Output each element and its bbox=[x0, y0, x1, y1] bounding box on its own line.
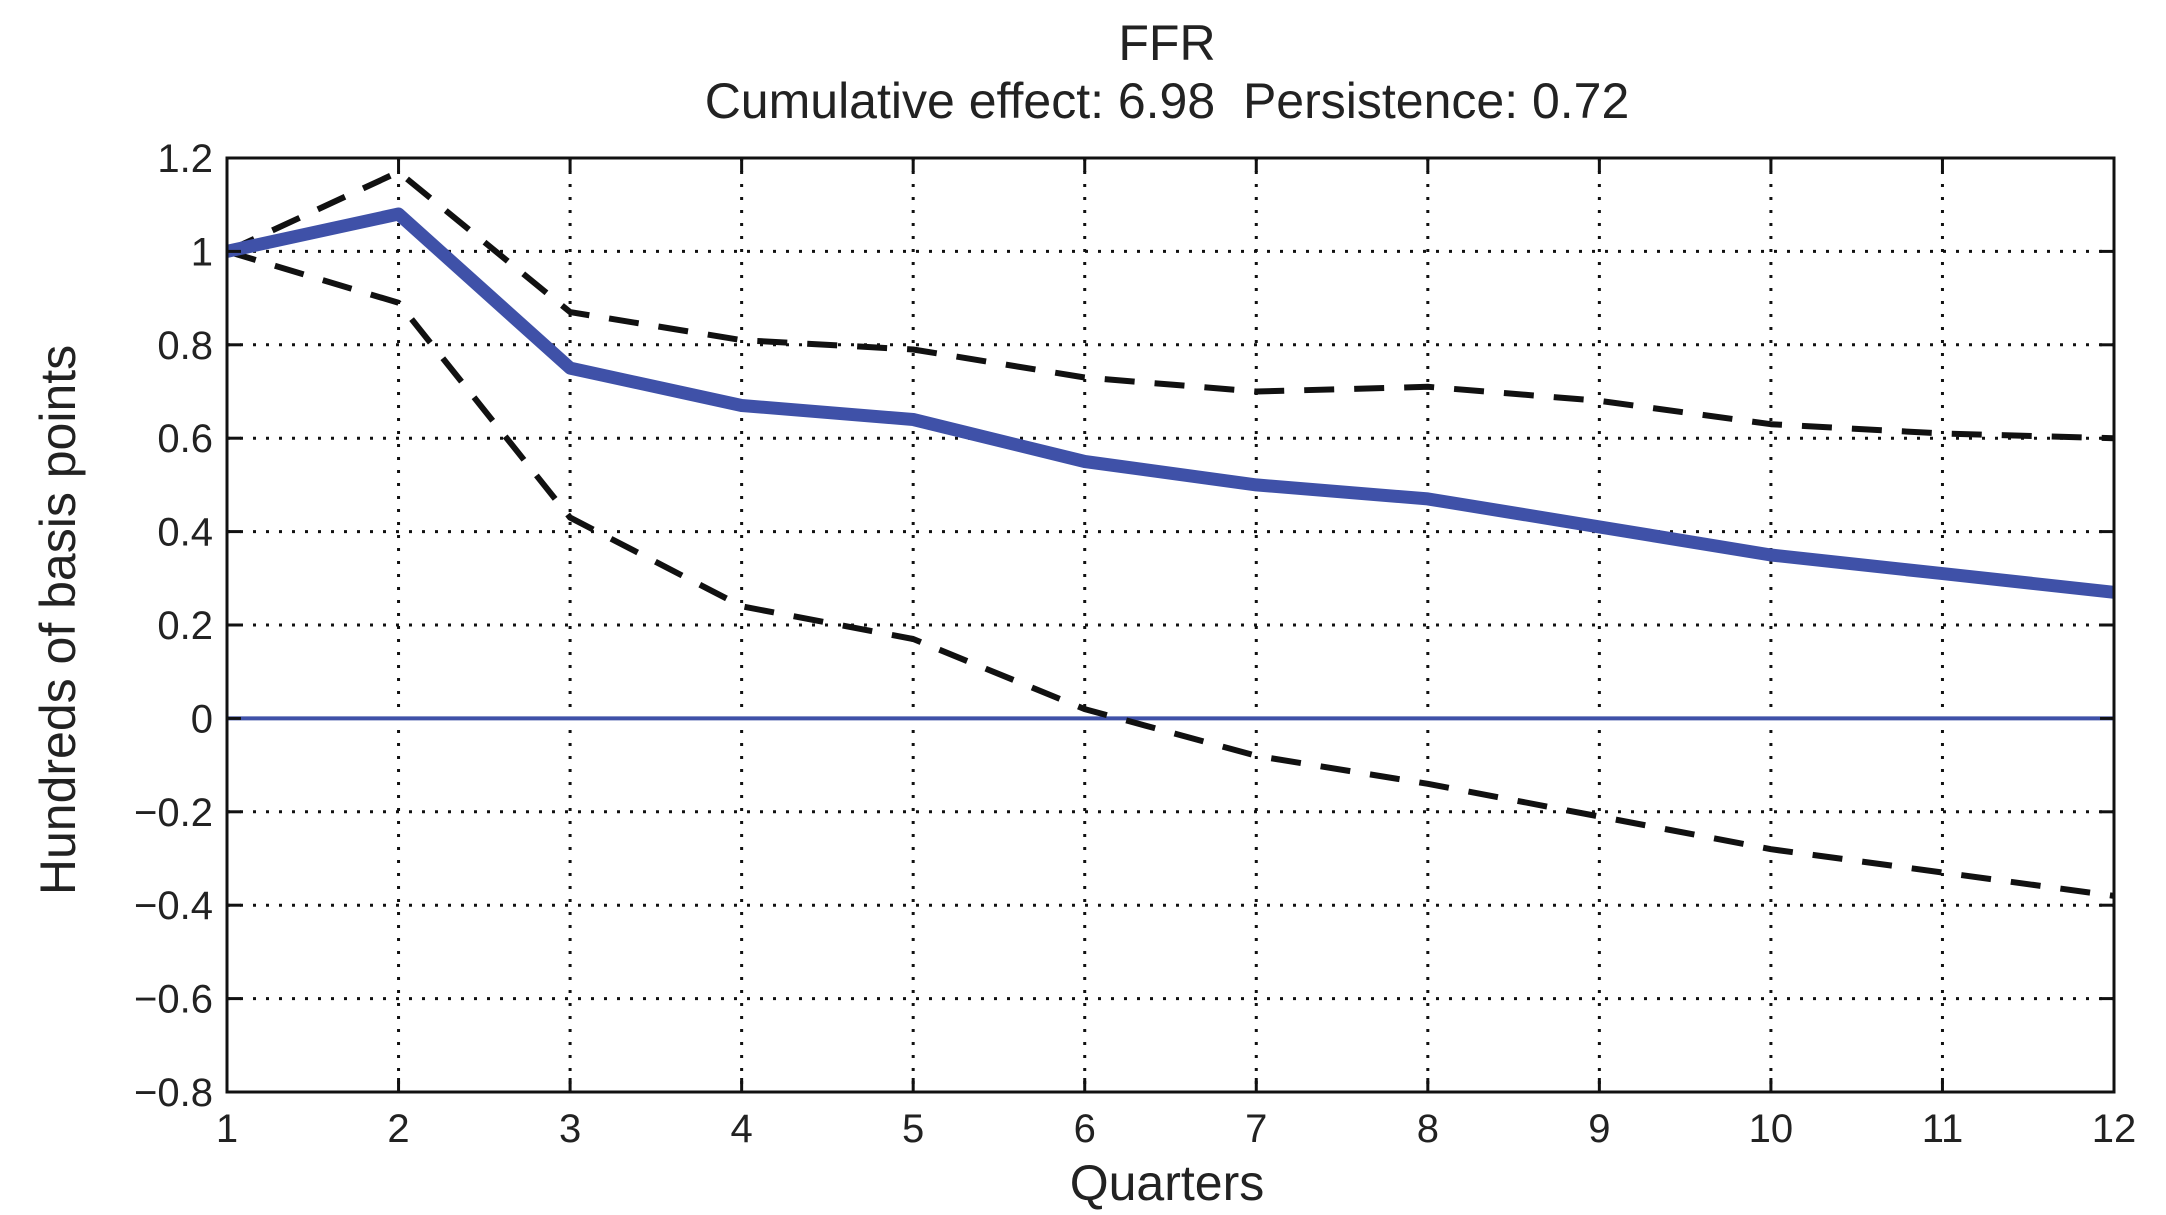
x-tick-label: 1 bbox=[216, 1107, 238, 1151]
x-tick-label: 3 bbox=[559, 1107, 581, 1151]
y-tick-label: 0.2 bbox=[157, 604, 213, 648]
grid bbox=[227, 158, 2114, 1092]
x-tick-label: 4 bbox=[731, 1107, 753, 1151]
plot-frame bbox=[225, 156, 2116, 1094]
y-tick-label: 1 bbox=[191, 230, 213, 274]
chart-subtitle: Cumulative effect: 6.98 Persistence: 0.7… bbox=[705, 73, 1630, 129]
x-tick-label: 9 bbox=[1588, 1107, 1610, 1151]
x-tick-label: 2 bbox=[387, 1107, 409, 1151]
x-tick-label: 6 bbox=[1074, 1107, 1096, 1151]
y-tick-label: 1.2 bbox=[157, 137, 213, 181]
x-tick-label: 11 bbox=[1922, 1107, 1964, 1151]
series-line-estimate bbox=[225, 207, 2115, 599]
x-tick-label: 7 bbox=[1245, 1107, 1267, 1151]
chart-title: FFR bbox=[1118, 15, 1215, 71]
y-tick-label: 0.6 bbox=[157, 417, 213, 461]
y-tick-label: 0.4 bbox=[157, 511, 213, 555]
y-tick-label: −0.8 bbox=[134, 1071, 213, 1115]
tick-marks bbox=[225, 156, 2116, 1094]
y-tick-label: 0.8 bbox=[157, 324, 213, 368]
y-tick-labels: 1.2 1 0.8 0.6 0.4 0.2 0 −0.2 −0.4 −0.6 −0.8 bbox=[134, 137, 213, 1115]
x-tick-labels: 1 2 3 4 5 6 7 8 9 10 11 12 bbox=[216, 1107, 2136, 1151]
y-tick-label: −0.6 bbox=[134, 978, 213, 1022]
series-line-upper-band bbox=[225, 169, 2115, 442]
series-line-lower-band bbox=[226, 248, 2115, 899]
y-tick-label: 0 bbox=[191, 697, 213, 741]
x-tick-label: 12 bbox=[2092, 1107, 2137, 1151]
y-tick-label: −0.4 bbox=[134, 884, 213, 928]
x-axis-label: Quarters bbox=[1070, 1155, 1265, 1211]
y-axis-label: Hundreds of basis points bbox=[30, 345, 86, 895]
x-tick-label: 10 bbox=[1749, 1107, 1794, 1151]
x-tick-label: 8 bbox=[1417, 1107, 1439, 1151]
y-tick-label: −0.2 bbox=[134, 791, 213, 835]
series-group bbox=[225, 169, 2115, 899]
x-tick-label: 5 bbox=[902, 1107, 924, 1151]
